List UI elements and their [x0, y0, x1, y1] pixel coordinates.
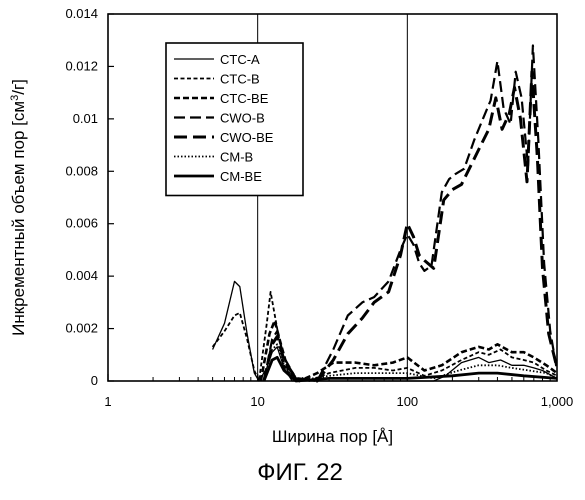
- legend-label-ctc-b: CTC-B: [220, 72, 260, 87]
- y-axis-title-prefix: Инкрементный объем пор [см: [9, 101, 28, 336]
- y-tick-label: 0.012: [65, 58, 98, 73]
- legend: CTC-A CTC-B CTC-BE CWO-B CWO-BE CM-B CM-BE: [166, 43, 303, 196]
- y-tick-label: 0.01: [73, 111, 98, 126]
- legend-label-cwo-be: CWO-BE: [220, 130, 274, 145]
- y-axis-title: Инкрементный объем пор [см3/г]: [9, 79, 28, 336]
- x-tick-label: 100: [396, 394, 418, 409]
- x-tick-label: 10: [250, 394, 264, 409]
- series-line-cwo-be: [264, 72, 557, 381]
- x-tick-label: 1: [104, 394, 111, 409]
- y-tick-label: 0.014: [65, 6, 98, 21]
- legend-label-cwo-b: CWO-B: [220, 111, 265, 126]
- series-line-ctc-a: [213, 281, 557, 381]
- x-tick-label: 1,000: [541, 394, 574, 409]
- y-tick-label: 0.004: [65, 268, 98, 283]
- legend-label-ctc-be: CTC-BE: [220, 91, 269, 106]
- y-tick-label: 0: [91, 373, 98, 388]
- series-line-ctc-be: [261, 321, 557, 381]
- legend-label-cm-be: CM-BE: [220, 169, 262, 184]
- y-tick-label: 0.008: [65, 163, 98, 178]
- legend-label-cm-b: CM-B: [220, 150, 253, 165]
- y-tick-label: 0.006: [65, 216, 98, 231]
- y-axis-ticks: 0 0.002 0.004 0.006 0.008 0.01 0.012 0.014: [65, 6, 114, 388]
- y-axis-title-suffix: /г]: [9, 79, 28, 95]
- figure-caption: ФИГ. 22: [257, 459, 343, 486]
- y-tick-label: 0.002: [65, 321, 98, 336]
- x-axis-title: Ширина пор [Å]: [272, 427, 393, 446]
- legend-label-ctc-a: CTC-A: [220, 52, 260, 67]
